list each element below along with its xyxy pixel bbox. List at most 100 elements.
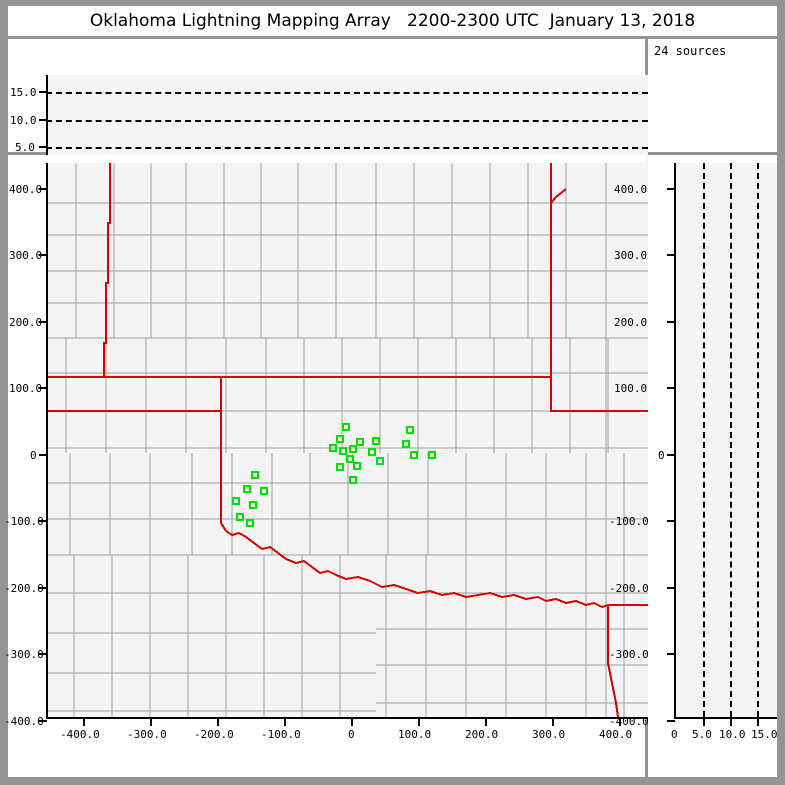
lma-source-marker[interactable] bbox=[402, 440, 410, 448]
map-ytick-0 bbox=[39, 454, 47, 456]
map-ytick--200 bbox=[39, 587, 47, 589]
map-ylabel-300: 300.0 bbox=[9, 249, 43, 262]
map-ylabel-100: 100.0 bbox=[9, 382, 43, 395]
lma-source-marker[interactable] bbox=[372, 437, 380, 445]
lma-source-marker[interactable] bbox=[336, 463, 344, 471]
altitude-time-panel[interactable]: 15.0 10.0 5.0 0 -400.0 -300.0 -200.0 -10… bbox=[8, 39, 648, 197]
hist-ylabel--300: -300.0 bbox=[609, 648, 649, 661]
gridline-10 bbox=[46, 120, 648, 122]
hist-gridline-15 bbox=[757, 163, 759, 717]
lma-source-marker[interactable] bbox=[339, 447, 347, 455]
map-ylabel-200: 200.0 bbox=[9, 316, 43, 329]
map-ylabel-0: 0 bbox=[30, 449, 37, 462]
lma-source-marker[interactable] bbox=[342, 423, 350, 431]
map-geography bbox=[46, 163, 648, 717]
lma-source-marker[interactable] bbox=[428, 451, 436, 459]
hist-xtick-5 bbox=[703, 719, 705, 726]
hist-y-axis bbox=[674, 163, 676, 719]
lma-source-marker[interactable] bbox=[356, 438, 364, 446]
lma-source-marker[interactable] bbox=[353, 462, 361, 470]
map-ytick-200 bbox=[39, 321, 47, 323]
hist-xlabel-10: 10.0 bbox=[719, 728, 746, 741]
hist-ylabel-400: 400.0 bbox=[614, 183, 648, 196]
lma-source-marker[interactable] bbox=[243, 485, 251, 493]
map-xtick-0 bbox=[351, 719, 353, 726]
hist-ylabel-100: 100.0 bbox=[614, 382, 648, 395]
source-count-label: 24 sources bbox=[654, 44, 727, 58]
map-xtick-200 bbox=[485, 719, 487, 726]
map-ytick-400 bbox=[39, 188, 47, 190]
lma-source-marker[interactable] bbox=[349, 476, 357, 484]
map-xlabel--300: -300.0 bbox=[127, 728, 167, 741]
map-ylabel--200: -200.0 bbox=[4, 582, 44, 595]
lma-source-marker[interactable] bbox=[406, 426, 414, 434]
tl-ylabel-5: 5.0 bbox=[15, 141, 35, 154]
map-xlabel-200: 200.0 bbox=[465, 728, 499, 741]
tl-ytick-15 bbox=[39, 91, 47, 93]
map-y-axis bbox=[46, 163, 48, 719]
lma-source-marker[interactable] bbox=[232, 497, 240, 505]
map-ytick--300 bbox=[39, 653, 47, 655]
tl-ytick-10 bbox=[39, 119, 47, 121]
map-xtick--100 bbox=[284, 719, 286, 726]
hist-xlabel-15: 15.0 bbox=[751, 728, 778, 741]
map-xlabel--400: -400.0 bbox=[60, 728, 100, 741]
map-xtick--200 bbox=[217, 719, 219, 726]
hist-ytick--200 bbox=[667, 587, 675, 589]
map-ytick-300 bbox=[39, 254, 47, 256]
hist-ytick-0 bbox=[667, 454, 675, 456]
map-ytick--100 bbox=[39, 520, 47, 522]
hist-ylabel-300: 300.0 bbox=[614, 249, 648, 262]
map-xtick--300 bbox=[150, 719, 152, 726]
title-text: Oklahoma Lightning Mapping Array 2200-23… bbox=[89, 11, 696, 31]
hist-xlabel-0: 0 bbox=[671, 728, 678, 741]
lma-source-marker[interactable] bbox=[251, 471, 259, 479]
hist-ytick--100 bbox=[667, 520, 675, 522]
tl-ylabel-10: 10.0 bbox=[10, 114, 37, 127]
map-xtick--400 bbox=[83, 719, 85, 726]
map-xlabel-300: 300.0 bbox=[532, 728, 566, 741]
lma-source-marker[interactable] bbox=[346, 455, 354, 463]
lma-source-marker[interactable] bbox=[376, 457, 384, 465]
hist-ylabel-200: 200.0 bbox=[614, 316, 648, 329]
hist-ytick--300 bbox=[667, 653, 675, 655]
lma-source-marker[interactable] bbox=[368, 448, 376, 456]
hist-xlabel-5: 5.0 bbox=[692, 728, 712, 741]
lma-source-marker[interactable] bbox=[336, 435, 344, 443]
plan-view-map-panel[interactable]: 400.0 300.0 200.0 100.0 0 -100.0 -200.0 … bbox=[4, 155, 648, 777]
hist-xtick-10 bbox=[730, 719, 732, 726]
hist-ytick-300 bbox=[667, 254, 675, 256]
hist-xtick-15 bbox=[757, 719, 759, 726]
tl-y-axis bbox=[46, 75, 48, 176]
tl-ylabel-15: 15.0 bbox=[10, 86, 37, 99]
map-x-axis bbox=[46, 717, 648, 719]
hist-ytick-400 bbox=[667, 188, 675, 190]
map-ylabel-400: 400.0 bbox=[9, 183, 43, 196]
lma-source-marker[interactable] bbox=[410, 451, 418, 459]
hist-ylabel--100: -100.0 bbox=[609, 515, 649, 528]
lma-source-marker[interactable] bbox=[236, 513, 244, 521]
map-xtick-400 bbox=[619, 719, 621, 726]
hist-ylabel--200: -200.0 bbox=[609, 582, 649, 595]
altitude-histogram-panel[interactable]: 400.0 300.0 200.0 100.0 0 -100.0 -200.0 … bbox=[609, 155, 778, 777]
hist-ylabel-0: 0 bbox=[658, 449, 665, 462]
lma-source-marker[interactable] bbox=[260, 487, 268, 495]
page-title: Oklahoma Lightning Mapping Array 2200-23… bbox=[8, 6, 777, 36]
hist-ytick--400 bbox=[667, 720, 675, 722]
map-xlabel-400: 400.0 bbox=[599, 728, 633, 741]
lma-source-marker[interactable] bbox=[249, 501, 257, 509]
gridline-15 bbox=[46, 92, 648, 94]
map-xlabel-100: 100.0 bbox=[398, 728, 432, 741]
source-count-panel: 24 sources bbox=[648, 39, 777, 152]
lma-source-marker[interactable] bbox=[246, 519, 254, 527]
lma-source-marker[interactable] bbox=[329, 444, 337, 452]
map-ytick-100 bbox=[39, 387, 47, 389]
hist-x-axis bbox=[674, 717, 777, 719]
map-plot-area[interactable] bbox=[46, 163, 648, 717]
histogram-plot-area[interactable] bbox=[674, 163, 777, 717]
map-ylabel--100: -100.0 bbox=[4, 515, 44, 528]
map-xlabel--100: -100.0 bbox=[261, 728, 301, 741]
map-xtick-100 bbox=[418, 719, 420, 726]
map-ylabel--400: -400.0 bbox=[4, 715, 44, 728]
lma-source-marker[interactable] bbox=[349, 445, 357, 453]
